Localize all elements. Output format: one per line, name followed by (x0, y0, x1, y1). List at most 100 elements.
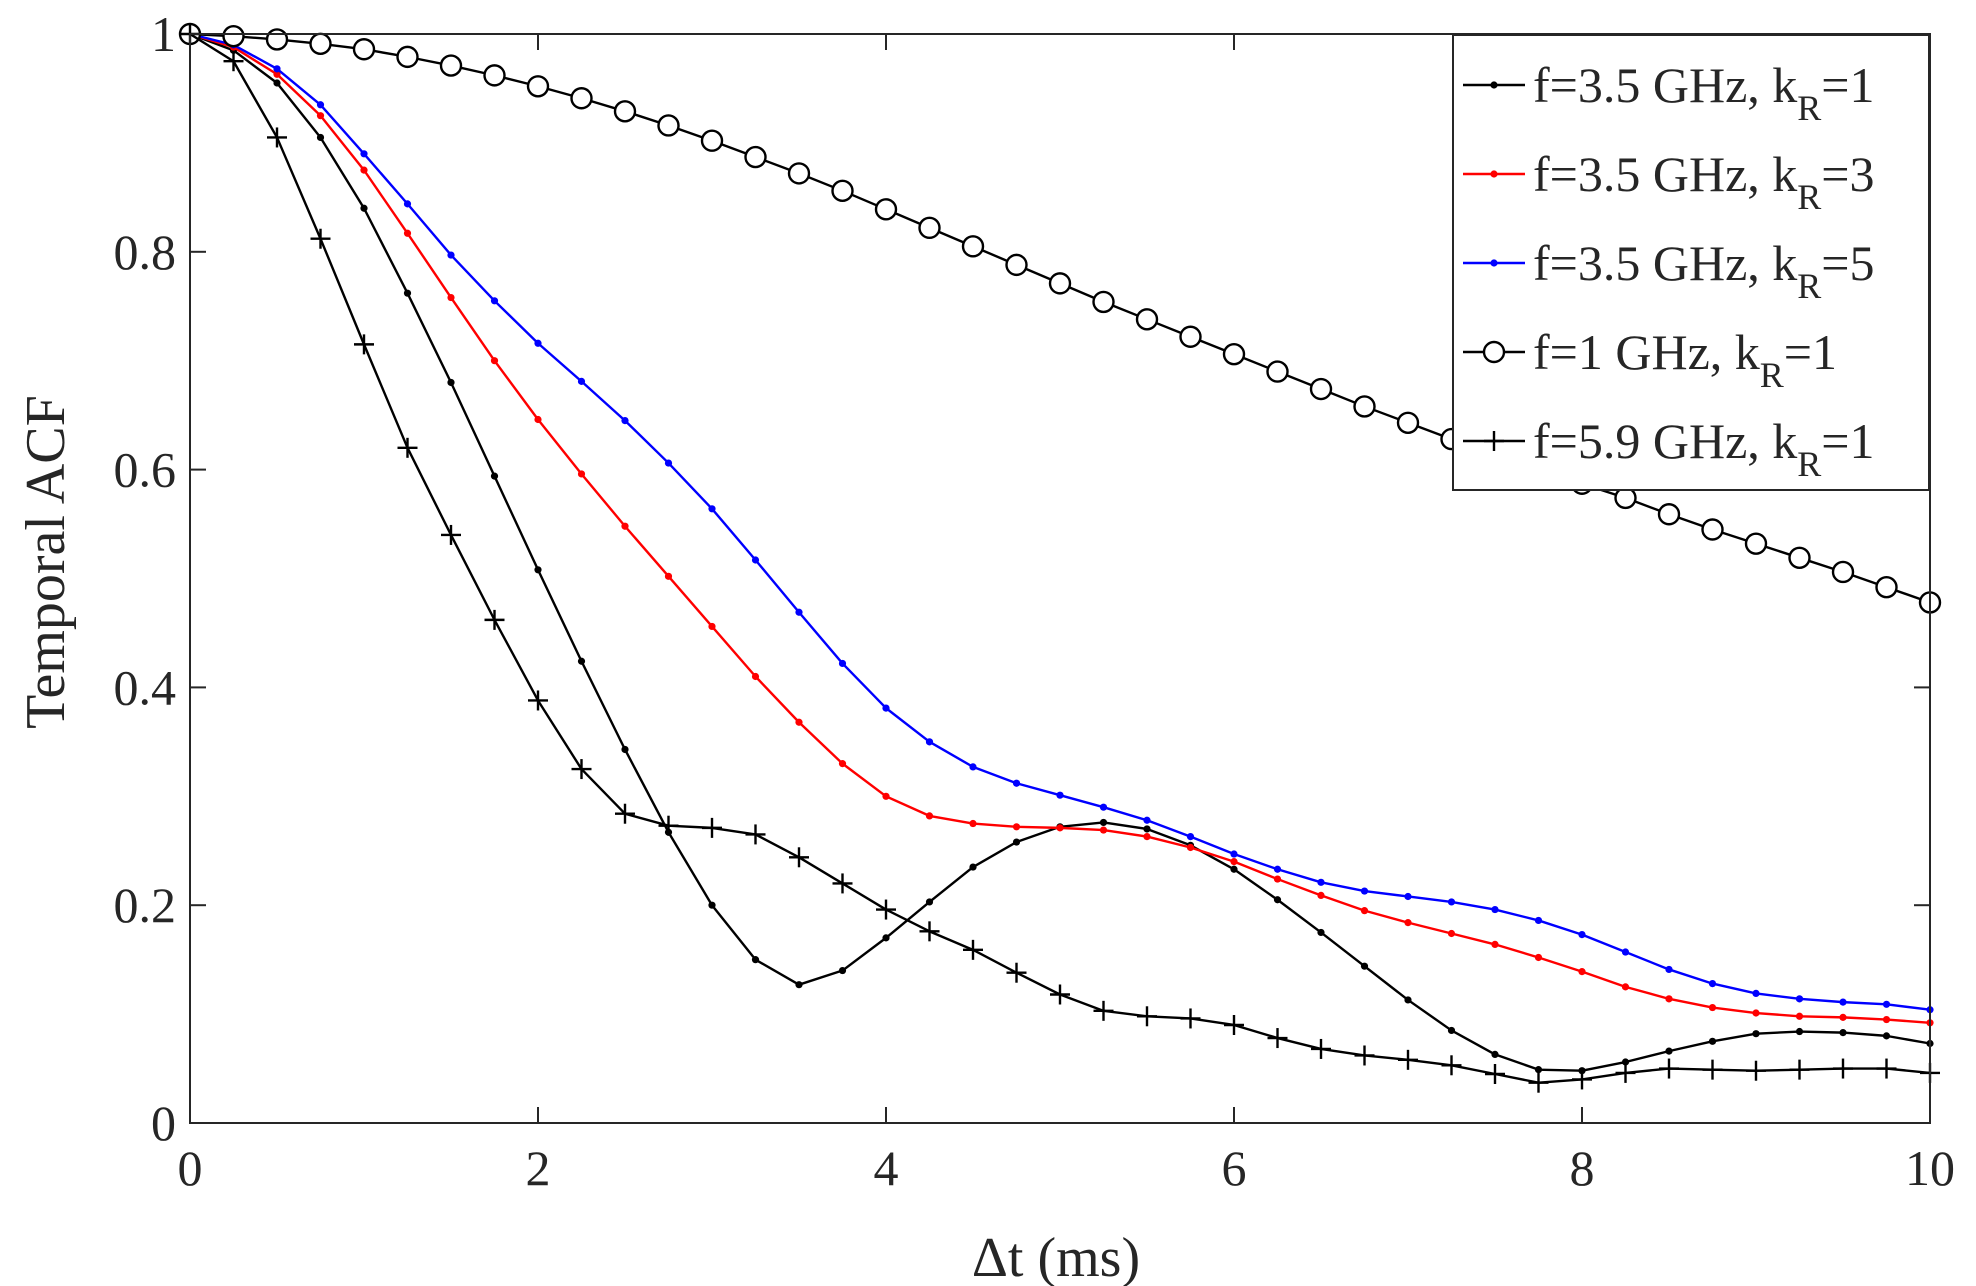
data-point (1230, 858, 1238, 866)
axes-box (189, 33, 1931, 1124)
data-point (1353, 395, 1376, 418)
legend-swatch-marker (1490, 170, 1498, 178)
data-point (1621, 948, 1630, 956)
legend-entry: f=1 GHz, kR=1 (1463, 324, 1837, 395)
data-point (1831, 560, 1855, 584)
data-point (1534, 1066, 1543, 1074)
data-point (1093, 1000, 1114, 1021)
data-point (1267, 1028, 1288, 1049)
data-point (1708, 1037, 1717, 1045)
data-point (1056, 824, 1064, 832)
data-point (795, 718, 803, 726)
legend-label-tail: =1 (1821, 57, 1874, 113)
legend-label-main: f=3.5 GHz, k (1533, 146, 1797, 202)
data-point (1224, 1014, 1244, 1035)
legend-entry: f=3.5 GHz, kR=1 (1463, 57, 1874, 128)
data-point (1404, 919, 1412, 927)
data-point (1657, 503, 1681, 526)
x-tick-label: 4 (874, 1140, 899, 1196)
data-point (1882, 1015, 1891, 1024)
legend-label-sub: R (1760, 355, 1784, 395)
data-point (1186, 843, 1195, 852)
data-point (751, 956, 760, 964)
data-point (267, 127, 287, 148)
data-point (273, 70, 281, 78)
legend-entry: f=5.9 GHz, kR=1 (1463, 413, 1874, 484)
legend-label: f=3.5 GHz, kR=5 (1533, 235, 1874, 306)
legend-box (1452, 34, 1930, 491)
data-point (751, 672, 760, 681)
data-point (1143, 825, 1151, 833)
data-point (1230, 865, 1238, 873)
data-point (310, 228, 331, 249)
data-point (1665, 965, 1673, 974)
data-point (1230, 850, 1238, 858)
data-point (1485, 1063, 1505, 1084)
data-point (925, 898, 934, 906)
data-point (1006, 962, 1027, 983)
data-point (360, 166, 368, 174)
y-tick-label: 0.8 (114, 224, 177, 280)
data-point (1099, 803, 1108, 811)
y-tick-label: 0.4 (114, 659, 177, 715)
data-point (316, 112, 325, 120)
data-point (570, 87, 593, 110)
axes: 0 2 4 6 8 10 0 0.2 0.4 0.6 0.8 1 (114, 6, 1956, 1196)
data-point (1534, 953, 1543, 962)
data-point (223, 51, 244, 72)
data-point (1708, 1003, 1717, 1012)
data-point (1752, 1030, 1760, 1038)
x-tick-label: 6 (1222, 1140, 1247, 1196)
data-point (876, 899, 896, 920)
data-point (1839, 1013, 1847, 1021)
data-point (1360, 962, 1369, 970)
legend-label-main: f=5.9 GHz, k (1533, 413, 1797, 469)
data-point (1179, 325, 1202, 348)
data-point (273, 79, 281, 87)
data-point (1273, 865, 1282, 873)
data-point (1795, 995, 1804, 1003)
data-point (1135, 308, 1159, 331)
legend-label: f=3.5 GHz, kR=1 (1533, 57, 1874, 128)
data-point (838, 760, 847, 768)
data-point (1099, 826, 1108, 834)
data-point (1222, 342, 1246, 366)
data-point (1702, 1059, 1723, 1080)
y-tick-label: 1 (151, 6, 176, 62)
data-point (1012, 838, 1021, 846)
data-point (222, 24, 245, 48)
data-point (1746, 1060, 1766, 1081)
data-point (1012, 823, 1021, 831)
data-point (1491, 905, 1499, 914)
data-point (1572, 1069, 1592, 1090)
data-point (571, 759, 592, 780)
data-point (490, 297, 499, 305)
data-point (1012, 779, 1021, 787)
data-point (874, 198, 898, 221)
data-point (1795, 1012, 1804, 1020)
data-point (360, 150, 368, 158)
data-point (309, 32, 332, 56)
legend-label-tail: =1 (1821, 413, 1874, 469)
legend-label-tail: =1 (1784, 324, 1837, 380)
data-point (1180, 1008, 1201, 1029)
x-tick-label: 10 (1905, 1140, 1955, 1196)
data-point (657, 114, 680, 137)
data-point (1621, 983, 1630, 991)
data-point (447, 378, 455, 387)
data-point (403, 200, 412, 208)
data-point (1309, 377, 1333, 401)
data-point (1396, 411, 1420, 434)
y-tick-label: 0 (151, 1095, 176, 1151)
data-point (490, 357, 499, 365)
data-point (1447, 898, 1456, 906)
data-point (441, 524, 461, 545)
data-point (787, 162, 811, 185)
data-point (577, 377, 586, 385)
x-tick-label: 0 (178, 1140, 203, 1196)
legend-label-sub: R (1797, 177, 1821, 217)
data-point (526, 75, 550, 98)
data-point (534, 339, 542, 347)
data-point (708, 622, 716, 631)
